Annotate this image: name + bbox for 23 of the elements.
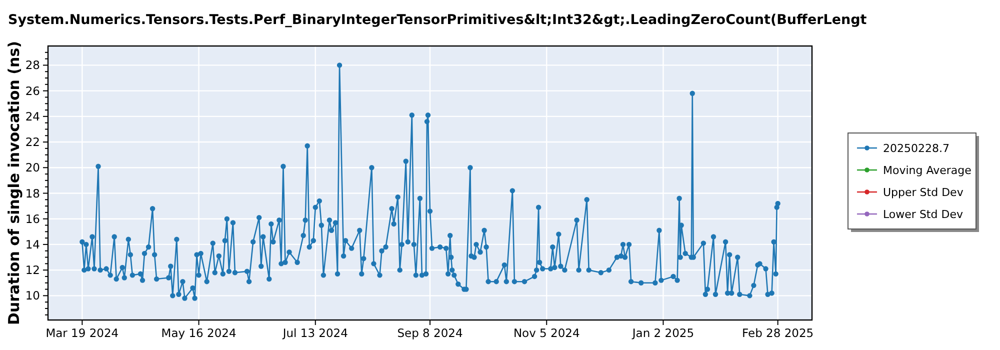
legend-label: 20250228.7 — [883, 142, 950, 155]
legend-label: Moving Average — [883, 164, 972, 177]
y-tick-label: 12 — [25, 263, 40, 278]
y-tick-label: 28 — [25, 58, 40, 72]
y-tick-label: 20 — [25, 160, 40, 175]
x-tick-label: Feb 28 2025 — [742, 326, 814, 340]
legend-label: Lower Std Dev — [883, 208, 964, 221]
y-tick-label: 18 — [25, 186, 40, 200]
y-tick-label: 14 — [25, 237, 40, 252]
y-tick-label: 26 — [25, 84, 40, 98]
legend-label: Upper Std Dev — [883, 186, 964, 199]
x-tick-label: Jan 2 2025 — [631, 326, 694, 340]
x-tick-label: Mar 19 2024 — [46, 326, 119, 340]
x-tick-label: Nov 5 2024 — [513, 326, 580, 340]
y-axis-title: Duration of single invocation (ns) — [5, 41, 23, 325]
y-tick-label: 22 — [25, 135, 40, 150]
chart-title: System.Numerics.Tensors.Tests.Perf_BinaryIntegerTensorPrimitives&lt;Int32&gt;.LeadingZeroCount(BufferLengt — [8, 12, 868, 28]
x-tick-label: May 16 2024 — [161, 326, 236, 340]
y-tick-label: 10 — [25, 288, 40, 303]
y-tick-label: 16 — [25, 212, 40, 226]
x-tick-label: Jul 13 2024 — [282, 326, 348, 340]
x-tick-label: Sep 8 2024 — [397, 326, 463, 340]
y-tick-label: 24 — [25, 109, 40, 124]
